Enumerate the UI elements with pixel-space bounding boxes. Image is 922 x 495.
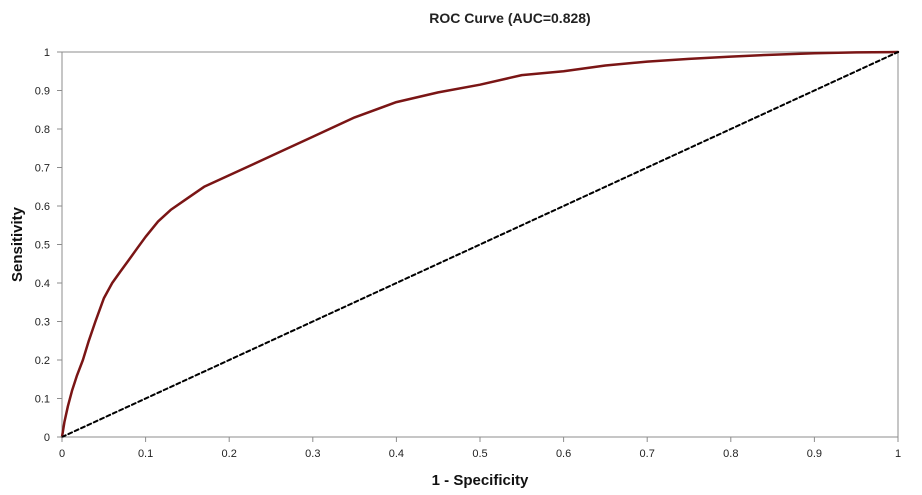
y-axis-ticks: 0 0.1 0.2 0.3 0.4 0.5 0.6 0.7 0.8 0.9 1 [35, 47, 62, 444]
x-tick-label: 0 [59, 448, 65, 460]
y-tick-label: 0.1 [35, 394, 50, 406]
y-tick-label: 0.4 [35, 278, 50, 290]
y-axis-title: Sensitivity [9, 206, 26, 282]
y-tick-label: 0.7 [35, 163, 50, 175]
y-tick-label: 0.9 [35, 86, 50, 98]
x-tick-label: 0.9 [807, 448, 822, 460]
x-tick-label: 0.8 [723, 448, 738, 460]
x-tick-label: 0.3 [305, 448, 320, 460]
x-tick-label: 0.6 [556, 448, 571, 460]
x-tick-label: 0.1 [138, 448, 153, 460]
y-tick-label: 0.3 [35, 317, 50, 329]
y-tick-label: 0 [44, 432, 50, 444]
x-tick-label: 0.7 [640, 448, 655, 460]
x-tick-label: 0.2 [222, 448, 237, 460]
y-tick-label: 0.2 [35, 355, 50, 367]
x-tick-label: 0.4 [389, 448, 404, 460]
y-tick-label: 0.5 [35, 240, 50, 252]
x-axis-ticks: 0 0.1 0.2 0.3 0.4 0.5 0.6 0.7 0.8 0.9 1 [59, 437, 901, 460]
x-tick-label: 1 [895, 448, 901, 460]
plot-area [60, 50, 900, 439]
chart-title: ROC Curve (AUC=0.828) [429, 10, 590, 26]
roc-curve-line [60, 50, 900, 439]
plot-frame [61, 51, 899, 438]
x-axis-title: 1 - Specificity [432, 472, 529, 489]
y-tick-label: 0.6 [35, 201, 50, 213]
reference-diagonal-line [61, 51, 899, 438]
y-tick-label: 0.8 [35, 124, 50, 136]
x-tick-label: 0.5 [472, 448, 487, 460]
y-tick-label: 1 [44, 47, 50, 59]
